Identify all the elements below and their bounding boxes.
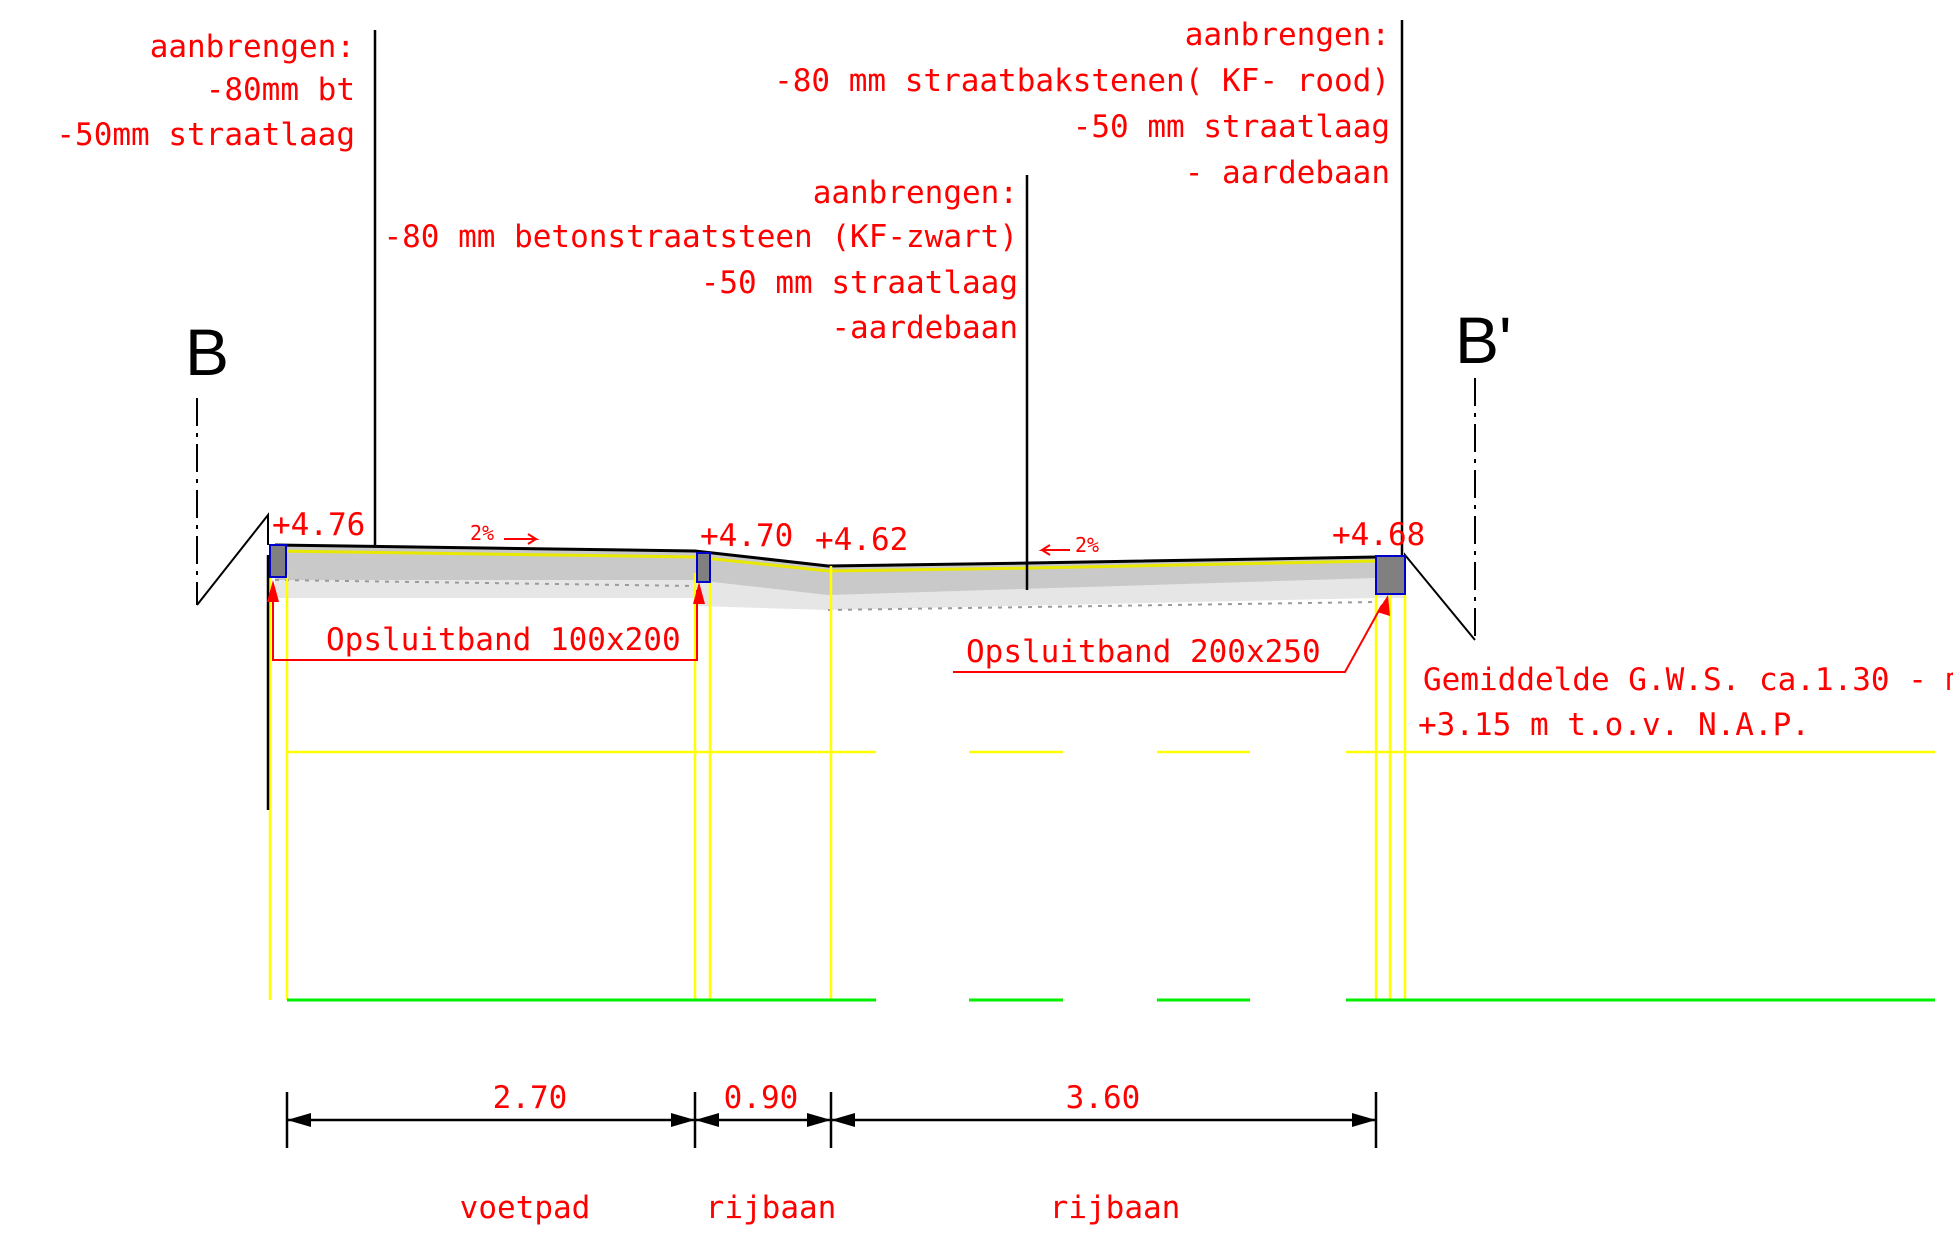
slope-arrows bbox=[504, 533, 1070, 556]
annotation-leaders bbox=[266, 20, 1404, 810]
annotation-line: -aardebaan bbox=[831, 310, 1018, 346]
foundation-dashes bbox=[827, 601, 1377, 611]
zone-label: rijbaan bbox=[1050, 1190, 1181, 1226]
annotation-line: - aardebaan bbox=[1185, 155, 1390, 191]
cut-arrow bbox=[1404, 552, 1476, 641]
annotation-line: -50 mm straatlaag bbox=[1073, 109, 1390, 145]
level-label: +4.68 bbox=[1332, 517, 1425, 553]
cut-arrow bbox=[196, 512, 269, 606]
leader-kerb-small bbox=[272, 590, 698, 661]
slope-label: 2% bbox=[470, 521, 494, 545]
leader-kerb-large bbox=[953, 604, 1383, 673]
kerb-label-small: Opsluitband 100x200 bbox=[326, 622, 681, 658]
annotation-line: aanbrengen: bbox=[813, 175, 1018, 211]
groundwater-note: +3.15 m t.o.v. N.A.P. bbox=[1418, 707, 1810, 743]
arrowhead bbox=[267, 580, 279, 602]
slope-arrow-left-tail bbox=[1041, 549, 1051, 556]
kerb-large-right bbox=[1375, 555, 1406, 595]
surface-dashes bbox=[274, 579, 696, 587]
dimension-arrows bbox=[287, 1113, 1376, 1127]
groundwater-note: Gemiddelde G.W.S. ca.1.30 - mv. bbox=[1423, 662, 1953, 698]
kerb-small-middle bbox=[696, 552, 711, 583]
kerb-small-left bbox=[269, 544, 287, 578]
section-cut-left bbox=[196, 398, 269, 606]
kerb-arrowheads bbox=[267, 580, 1390, 616]
section-mark-left: B bbox=[185, 315, 229, 389]
road-surface-yellow bbox=[274, 549, 1377, 573]
slope-arrow-right bbox=[504, 533, 540, 540]
dimension-label: 2.70 bbox=[493, 1080, 568, 1116]
arrowhead bbox=[693, 582, 705, 604]
annotation-line: -80mm bt bbox=[206, 72, 355, 108]
annotation-rijbaan-zwart: aanbrengen: -80 mm betonstraatsteen (KF-… bbox=[383, 175, 1018, 346]
slope-arrow-right-tail bbox=[527, 538, 537, 545]
level-label: +4.62 bbox=[815, 522, 908, 558]
annotation-line: -50mm straatlaag bbox=[56, 117, 355, 153]
level-label: +4.70 bbox=[700, 518, 793, 554]
slope-arrow-left bbox=[1038, 544, 1070, 551]
arrowhead bbox=[1377, 595, 1390, 616]
dim-arrow bbox=[671, 1113, 695, 1127]
yellow-construction-lines bbox=[268, 560, 1935, 1000]
kerb-leaders bbox=[272, 590, 1383, 673]
dim-arrow bbox=[287, 1113, 311, 1127]
annotation-rijbaan-rood: aanbrengen: -80 mm straatbakstenen( KF- … bbox=[774, 17, 1390, 191]
dim-arrow bbox=[807, 1113, 831, 1127]
dim-arrow bbox=[831, 1113, 855, 1127]
dimension-label: 3.60 bbox=[1066, 1080, 1141, 1116]
dim-arrow bbox=[1352, 1113, 1376, 1127]
annotation-line: -80 mm betonstraatsteen (KF-zwart) bbox=[383, 219, 1018, 255]
annotation-line: -50 mm straatlaag bbox=[701, 265, 1018, 301]
slope-label: 2% bbox=[1075, 533, 1099, 557]
dim-arrow bbox=[695, 1113, 719, 1127]
section-mark-right: B' bbox=[1455, 303, 1512, 377]
level-label: +4.76 bbox=[272, 507, 365, 543]
zone-label: rijbaan bbox=[706, 1190, 837, 1226]
annotation-voetpad: aanbrengen: -80mm bt -50mm straatlaag bbox=[56, 29, 355, 153]
annotation-line: -80 mm straatbakstenen( KF- rood) bbox=[774, 63, 1390, 99]
zone-label: voetpad bbox=[460, 1190, 591, 1226]
dimension-label: 0.90 bbox=[724, 1080, 799, 1116]
annotation-line: aanbrengen: bbox=[1185, 17, 1390, 53]
annotation-line: aanbrengen: bbox=[150, 29, 355, 65]
road-surface-line bbox=[274, 543, 1377, 568]
kerb-label-large: Opsluitband 200x250 bbox=[966, 634, 1321, 670]
section-cut-right bbox=[1404, 378, 1476, 641]
